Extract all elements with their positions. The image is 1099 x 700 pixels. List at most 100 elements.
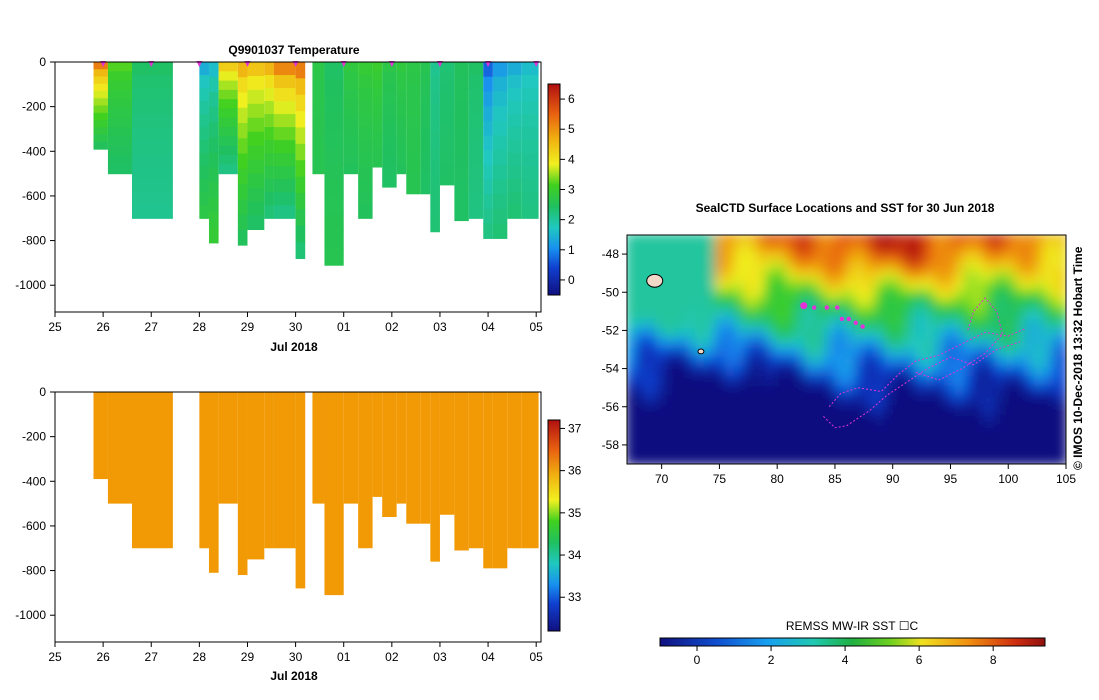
temperature-profile-cell: [396, 80, 407, 91]
sst-cell: [884, 452, 899, 464]
temperature-profile-cell: [507, 88, 522, 102]
sst-cell: [627, 376, 639, 390]
temperature-profile-cell: [372, 105, 383, 116]
temperature-profile-cell: [406, 127, 421, 140]
temperature-profile-cell: [483, 62, 493, 78]
temperature-profile-cell: [382, 93, 397, 105]
temperature-profile-cell: [107, 62, 132, 72]
temperature-profile-cell: [483, 120, 493, 137]
sst-cell: [627, 395, 639, 409]
temperature-profile-cell: [107, 164, 132, 175]
sst-cell: [1054, 347, 1066, 362]
temperature-profile-cell: [468, 101, 484, 115]
temperature-profile-cell: [199, 179, 209, 193]
temperature-profile-cell: [324, 197, 344, 215]
temperature-profile-cell: [483, 179, 493, 195]
temperature-profile-cell: [131, 114, 173, 128]
colorbar-tick-label: 3: [568, 183, 575, 197]
temperature-profile-cell: [199, 140, 209, 154]
map-x-tick-label: 105: [1056, 472, 1076, 486]
temperature-profile-cell: [358, 153, 373, 167]
temperature-profile-cell: [507, 192, 522, 206]
temperature-profile-cell: [507, 75, 522, 89]
temperature-profile-cell: [131, 166, 173, 180]
temperature-profile-cell: [208, 152, 219, 169]
temperature-profile-cell: [372, 79, 383, 89]
sst-cell: [944, 452, 959, 464]
temperature-profile-cell: [247, 173, 265, 189]
temperature-profile-cell: [199, 114, 209, 128]
temperature-profile-cell: [295, 111, 306, 129]
temperature-profile-cell: [199, 153, 209, 167]
temperature-profile-cell: [218, 117, 238, 128]
temperature-profile-cell: [492, 223, 508, 239]
sst-cell: [1034, 452, 1049, 464]
salinity-profile-cell: [468, 392, 484, 549]
temperature-profile-cell: [264, 166, 274, 180]
temperature-profile-cell: [420, 149, 431, 162]
temperature-profile-cell: [324, 248, 344, 266]
sst-cell: [684, 235, 699, 247]
temperature-profile-cell: [483, 135, 493, 151]
sst-cell: [944, 235, 959, 247]
temperature-profile-cell: [107, 108, 132, 119]
sst-cell: [924, 235, 939, 247]
y-tick-label: 0: [39, 385, 46, 399]
temperature-profile-cell: [208, 227, 219, 244]
temperature-profile-cell: [382, 114, 397, 126]
temperature-profile-cell: [107, 145, 132, 156]
temperature-profile-cell: [521, 166, 539, 180]
temperature-profile-cell: [237, 168, 248, 185]
sst-cell: [814, 452, 829, 464]
y-tick-label: -1000: [15, 278, 46, 292]
sst-cell: [1054, 452, 1066, 464]
temperature-profile-cell: [247, 117, 265, 133]
sst-cell: [1024, 235, 1039, 247]
sst-cell: [1054, 252, 1066, 266]
temperature-profile-cell: [247, 159, 265, 175]
temperature-profile-cell: [273, 88, 296, 102]
temperature-profile-cell: [218, 127, 238, 138]
sst-cell: [1054, 337, 1066, 352]
sst-cell: [1004, 235, 1019, 247]
temperature-xlabel: Jul 2018: [270, 340, 318, 354]
sst-cell: [724, 452, 739, 464]
map-title: SealCTD Surface Locations and SST for 30…: [696, 201, 995, 215]
temperature-profile-cell: [372, 158, 383, 168]
temperature-profile-cell: [492, 208, 508, 225]
temperature-profile-cell: [454, 141, 469, 156]
temperature-profile-cell: [507, 101, 522, 115]
credit-text: © IMOS 10-Dec-2018 13:32 Hobart Time: [1071, 246, 1085, 470]
temperature-profile-cell: [264, 62, 274, 76]
sst-cell: [684, 452, 699, 464]
temperature-profile-cell: [483, 106, 493, 122]
colorbar-tick-label: 4: [568, 152, 575, 166]
temperature-profile-cell: [468, 127, 484, 141]
temperature-profile-cell: [343, 145, 359, 156]
temperature-profile-cell: [507, 62, 522, 76]
sst-cell: [1054, 261, 1066, 276]
temperature-profile-cell: [483, 223, 493, 239]
temperature-profile-cell: [131, 88, 173, 102]
sst-cell: [894, 452, 909, 464]
temperature-profile-cell: [396, 155, 407, 165]
temperature-profile-cell: [93, 91, 108, 99]
temperature-profile-cell: [430, 62, 440, 77]
map-x-tick-label: 85: [828, 472, 842, 486]
sst-map-plot: SealCTD Surface Locations and SST for 30…: [602, 201, 1077, 667]
temperature-profile-cell: [218, 136, 238, 147]
colorbar-tick-label: 0: [568, 273, 575, 287]
sst-cell: [627, 299, 639, 314]
colorbar-tick-label: 2: [568, 213, 575, 227]
temperature-profile-cell: [273, 127, 296, 141]
temperature-profile-cell: [273, 205, 296, 219]
sst-cell: [844, 452, 859, 464]
seal-track-line: [915, 297, 1004, 381]
map-axes-frame: [626, 234, 1067, 465]
temperature-profile-cell: [358, 75, 373, 89]
surface-location-point: [800, 302, 808, 310]
temperature-profile-cell: [131, 140, 173, 154]
surface-location-point: [839, 316, 845, 322]
sst-cell: [627, 423, 639, 438]
sst-cell: [1054, 318, 1066, 333]
